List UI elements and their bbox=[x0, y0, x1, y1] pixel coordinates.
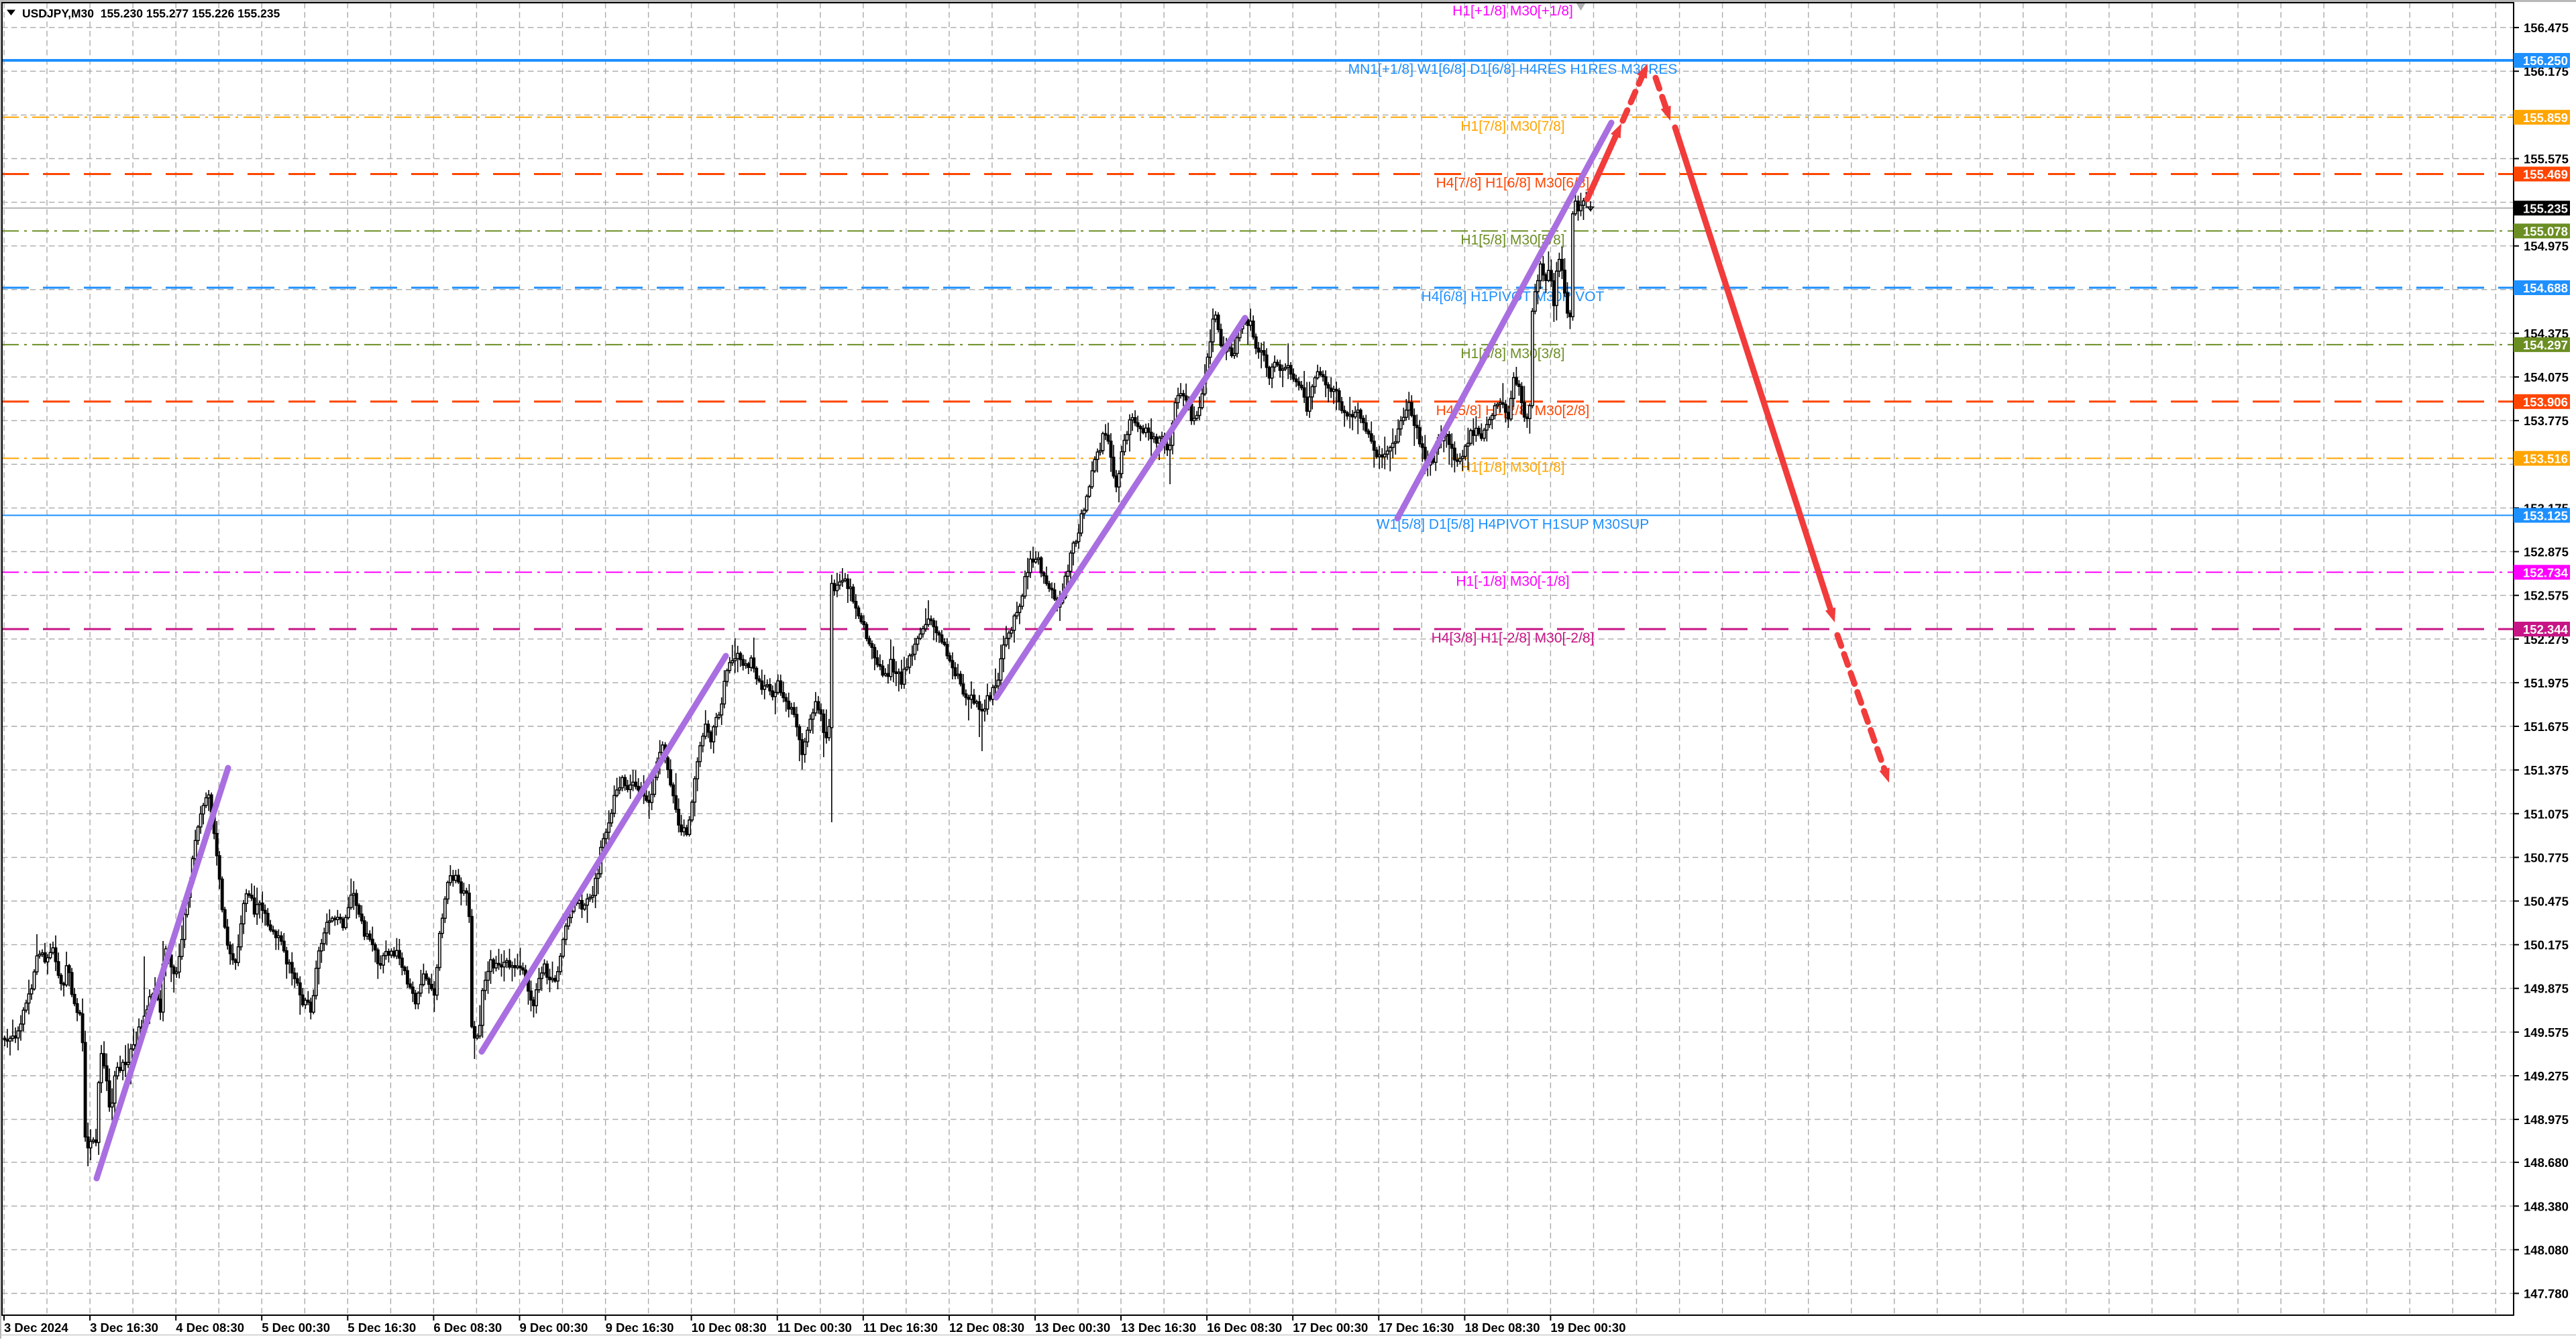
svg-text:153.775: 153.775 bbox=[2524, 414, 2569, 428]
svg-text:154.075: 154.075 bbox=[2524, 370, 2569, 384]
svg-text:154.688: 154.688 bbox=[2523, 281, 2568, 295]
svg-text:152.344: 152.344 bbox=[2523, 622, 2569, 636]
svg-text:18 Dec 08:30: 18 Dec 08:30 bbox=[1464, 1321, 1540, 1335]
svg-text:H4[3/8] H1[-2/8] M30[-2/8]: H4[3/8] H1[-2/8] M30[-2/8] bbox=[1432, 630, 1595, 646]
svg-text:150.175: 150.175 bbox=[2524, 938, 2569, 952]
svg-text:4 Dec 08:30: 4 Dec 08:30 bbox=[176, 1321, 244, 1335]
svg-text:150.475: 150.475 bbox=[2524, 895, 2569, 909]
svg-text:16 Dec 08:30: 16 Dec 08:30 bbox=[1207, 1321, 1282, 1335]
svg-text:156.250: 156.250 bbox=[2523, 54, 2568, 68]
svg-text:148.080: 148.080 bbox=[2524, 1243, 2569, 1257]
svg-text:H1[7/8] M30[7/8]: H1[7/8] M30[7/8] bbox=[1460, 119, 1564, 134]
svg-text:9 Dec 00:30: 9 Dec 00:30 bbox=[520, 1321, 588, 1335]
svg-text:148.975: 148.975 bbox=[2524, 1113, 2569, 1127]
svg-text:150.775: 150.775 bbox=[2524, 850, 2569, 864]
svg-text:9 Dec 16:30: 9 Dec 16:30 bbox=[606, 1321, 674, 1335]
svg-text:155.859: 155.859 bbox=[2523, 111, 2568, 125]
svg-text:H1[+1/8] M30[+1/8]: H1[+1/8] M30[+1/8] bbox=[1452, 3, 1573, 19]
svg-text:11 Dec 00:30: 11 Dec 00:30 bbox=[777, 1321, 852, 1335]
svg-text:H1[3/8] M30[3/8]: H1[3/8] M30[3/8] bbox=[1460, 346, 1564, 361]
svg-text:5 Dec 16:30: 5 Dec 16:30 bbox=[347, 1321, 416, 1335]
svg-text:10 Dec 08:30: 10 Dec 08:30 bbox=[692, 1321, 767, 1335]
svg-text:5 Dec 00:30: 5 Dec 00:30 bbox=[262, 1321, 330, 1335]
svg-text:154.297: 154.297 bbox=[2523, 338, 2568, 352]
svg-text:155.469: 155.469 bbox=[2523, 168, 2568, 182]
svg-text:17 Dec 16:30: 17 Dec 16:30 bbox=[1379, 1321, 1454, 1335]
svg-text:13 Dec 00:30: 13 Dec 00:30 bbox=[1035, 1321, 1110, 1335]
svg-text:H1[1/8] M30[1/8]: H1[1/8] M30[1/8] bbox=[1460, 459, 1564, 475]
svg-text:H4[7/8] H1[6/8] M30[6/8]: H4[7/8] H1[6/8] M30[6/8] bbox=[1436, 176, 1590, 191]
svg-text:147.780: 147.780 bbox=[2524, 1287, 2569, 1301]
svg-text:17 Dec 00:30: 17 Dec 00:30 bbox=[1293, 1321, 1368, 1335]
svg-text:H4[6/8] H1PIVOT M30PIVOT: H4[6/8] H1PIVOT M30PIVOT bbox=[1421, 289, 1605, 304]
svg-text:151.375: 151.375 bbox=[2524, 763, 2569, 777]
svg-text:154.375: 154.375 bbox=[2524, 327, 2569, 341]
svg-text:149.875: 149.875 bbox=[2524, 982, 2569, 996]
svg-text:152.575: 152.575 bbox=[2524, 589, 2569, 603]
svg-text:155.078: 155.078 bbox=[2523, 224, 2568, 238]
svg-text:USDJPY,M30 155.230 155.277 15: USDJPY,M30 155.230 155.277 155.226 155.2… bbox=[22, 7, 280, 20]
svg-text:6 Dec 08:30: 6 Dec 08:30 bbox=[433, 1321, 502, 1335]
svg-text:151.975: 151.975 bbox=[2524, 676, 2569, 690]
svg-text:13 Dec 16:30: 13 Dec 16:30 bbox=[1121, 1321, 1196, 1335]
svg-text:151.675: 151.675 bbox=[2524, 720, 2569, 734]
svg-text:148.680: 148.680 bbox=[2524, 1156, 2569, 1170]
svg-text:H4[5/8] H1[2/8] M30[2/8]: H4[5/8] H1[2/8] M30[2/8] bbox=[1436, 403, 1590, 418]
svg-text:154.975: 154.975 bbox=[2524, 239, 2569, 254]
svg-text:149.575: 149.575 bbox=[2524, 1025, 2569, 1040]
svg-text:12 Dec 08:30: 12 Dec 08:30 bbox=[949, 1321, 1024, 1335]
svg-text:MN1[+1/8] W1[6/8] D1[6/8] H4RE: MN1[+1/8] W1[6/8] D1[6/8] H4RES H1RES M3… bbox=[1348, 62, 1678, 77]
svg-text:3 Dec 16:30: 3 Dec 16:30 bbox=[90, 1321, 158, 1335]
svg-text:H1[-1/8] M30[-1/8]: H1[-1/8] M30[-1/8] bbox=[1456, 573, 1569, 589]
svg-text:152.734: 152.734 bbox=[2523, 565, 2569, 579]
svg-text:148.380: 148.380 bbox=[2524, 1199, 2569, 1213]
svg-text:153.906: 153.906 bbox=[2523, 395, 2568, 409]
svg-text:151.075: 151.075 bbox=[2524, 807, 2569, 821]
svg-text:153.516: 153.516 bbox=[2523, 451, 2568, 465]
svg-text:11 Dec 16:30: 11 Dec 16:30 bbox=[863, 1321, 938, 1335]
svg-text:W1[5/8] D1[5/8] H4PIVOT H1SUP: W1[5/8] D1[5/8] H4PIVOT H1SUP M30SUP bbox=[1377, 516, 1650, 532]
svg-text:155.575: 155.575 bbox=[2524, 152, 2569, 166]
svg-text:155.235: 155.235 bbox=[2523, 201, 2568, 215]
svg-text:152.875: 152.875 bbox=[2524, 545, 2569, 559]
svg-text:153.125: 153.125 bbox=[2523, 508, 2568, 522]
svg-text:149.275: 149.275 bbox=[2524, 1069, 2569, 1083]
svg-text:19 Dec 00:30: 19 Dec 00:30 bbox=[1550, 1321, 1625, 1335]
svg-text:156.475: 156.475 bbox=[2524, 21, 2569, 35]
svg-text:156.175: 156.175 bbox=[2524, 64, 2569, 78]
svg-text:3 Dec 2024: 3 Dec 2024 bbox=[4, 1321, 68, 1335]
svg-text:H1[5/8] M30[5/8]: H1[5/8] M30[5/8] bbox=[1460, 232, 1564, 247]
